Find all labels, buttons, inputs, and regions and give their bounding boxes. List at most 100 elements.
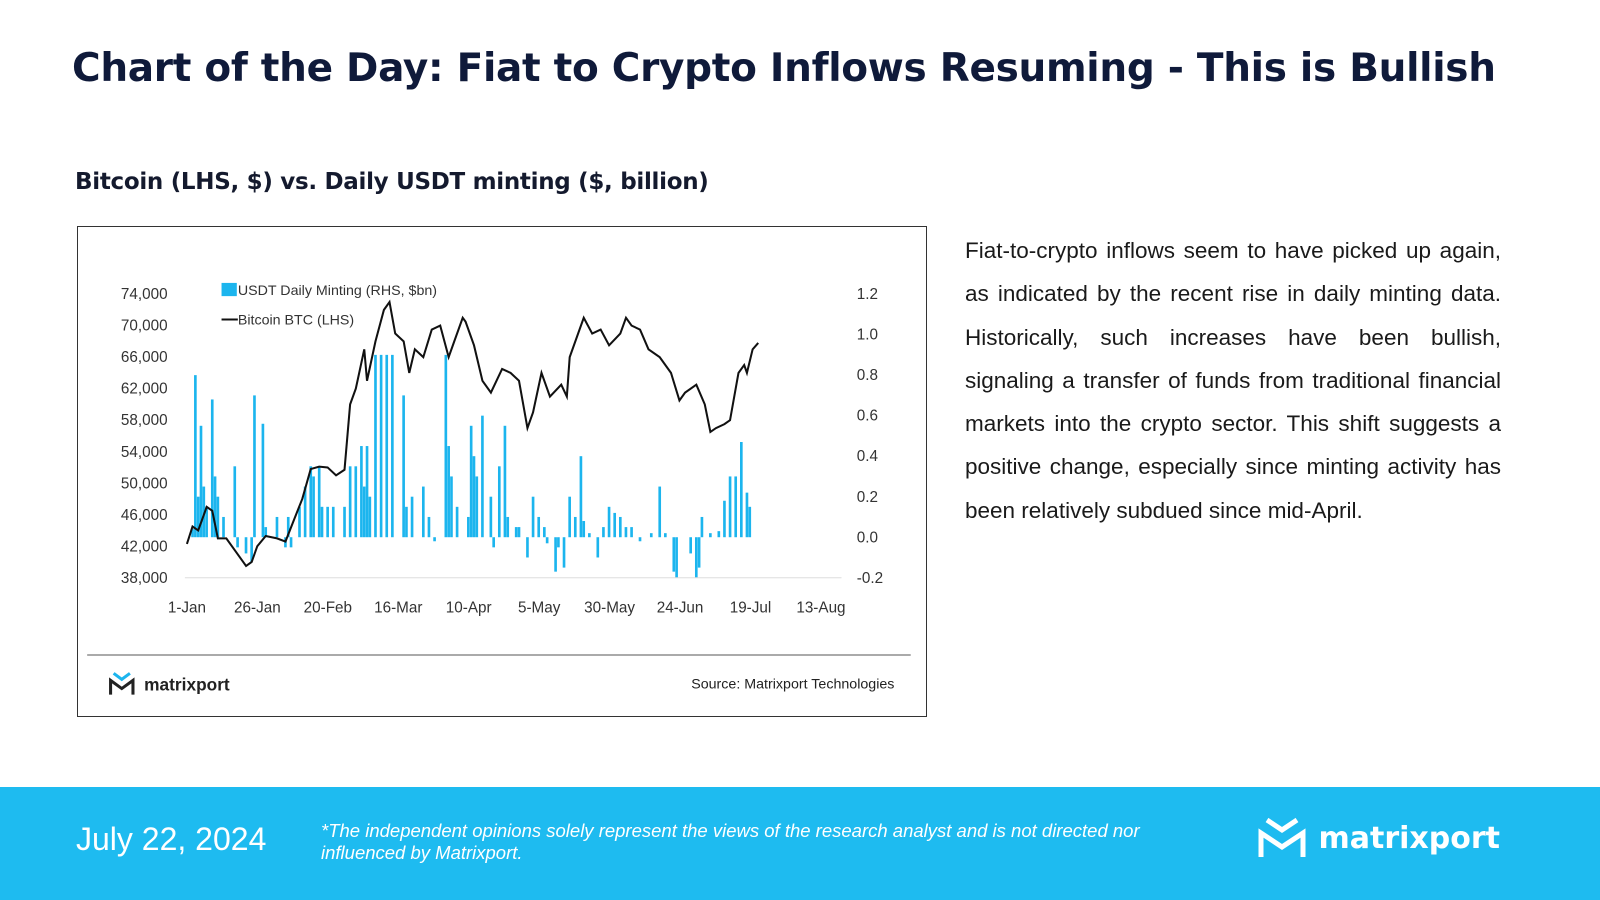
usdt-bar xyxy=(497,466,501,538)
usdt-bar xyxy=(582,521,586,538)
report-date: July 22, 2024 xyxy=(76,821,267,857)
usdt-bar xyxy=(309,466,313,538)
usdt-bar xyxy=(700,516,704,538)
usdt-bar xyxy=(638,537,642,542)
y-left-tick-label: 62,000 xyxy=(121,381,168,398)
usdt-bar xyxy=(469,425,473,538)
y-left-tick-label: 66,000 xyxy=(121,349,168,366)
usdt-bar xyxy=(728,476,732,538)
usdt-bar xyxy=(427,516,431,538)
usdt-bar xyxy=(450,476,453,538)
y-right-tick-label: 0.4 xyxy=(857,448,879,465)
matrixport-logo-icon xyxy=(109,672,135,695)
usdt-bar xyxy=(360,446,363,538)
usdt-bar xyxy=(264,527,268,538)
usdt-bar xyxy=(199,425,203,538)
usdt-bar xyxy=(222,516,225,538)
legend-label-usdt: USDT Daily Minting (RHS, $bn) xyxy=(238,283,437,299)
x-tick-label: 19-Jul xyxy=(730,599,772,616)
usdt-bar xyxy=(573,516,577,538)
usdt-bar xyxy=(298,506,301,538)
y-right-tick-label: 0.6 xyxy=(857,408,878,425)
usdt-bar xyxy=(286,516,290,538)
x-tick-label: 10-Apr xyxy=(446,599,492,616)
usdt-bar xyxy=(475,476,479,538)
usdt-bar xyxy=(596,537,600,558)
legend: USDT Daily Minting (RHS, $bn) Bitcoin BT… xyxy=(221,282,437,329)
usdt-bar xyxy=(514,527,518,538)
usdt-bar xyxy=(545,537,549,544)
usdt-bar xyxy=(675,537,678,578)
usdt-bar xyxy=(537,516,541,538)
usdt-bar xyxy=(444,354,448,538)
usdt-bar xyxy=(531,496,535,538)
x-tick-label: 26-Jan xyxy=(234,599,281,616)
usdt-bar xyxy=(194,375,197,538)
usdt-bar xyxy=(588,533,591,538)
usdt-bar xyxy=(723,500,726,538)
x-tick-label: 13-Aug xyxy=(796,599,845,616)
y-left-tick-label: 74,000 xyxy=(121,286,168,303)
usdt-bar xyxy=(624,527,628,538)
usdt-bar xyxy=(568,496,571,538)
usdt-bar xyxy=(326,506,329,538)
usdt-bar xyxy=(410,496,414,538)
usdt-bar xyxy=(697,537,701,568)
usdt-bar xyxy=(748,506,752,538)
usdt-bar xyxy=(312,476,315,538)
usdt-bar xyxy=(374,354,377,538)
usdt-bar xyxy=(506,516,510,538)
matrixport-logo-icon xyxy=(1258,817,1305,857)
usdt-bar xyxy=(261,423,265,538)
usdt-bar xyxy=(402,395,405,538)
x-tick-label: 24-Jun xyxy=(657,599,704,616)
source-text: Source: Matrixport Technologies xyxy=(691,677,894,693)
y-right-tick-label: 1.0 xyxy=(857,327,878,344)
y-left-tick-label: 54,000 xyxy=(121,444,168,461)
usdt-bar xyxy=(447,446,450,538)
y-left-tick-label: 50,000 xyxy=(121,475,168,492)
usdt-bar xyxy=(433,537,436,542)
x-tick-label: 5-May xyxy=(518,599,561,616)
usdt-bar xyxy=(489,496,493,538)
usdt-bar xyxy=(717,531,721,538)
page-title: Chart of the Day: Fiat to Crypto Inflows… xyxy=(72,46,1496,91)
usdt-bar xyxy=(216,496,220,538)
y-left-tick-label: 46,000 xyxy=(121,507,168,524)
x-tick-label: 16-Mar xyxy=(374,599,422,616)
usdt-bar xyxy=(405,506,408,538)
usdt-bar xyxy=(385,354,389,538)
usdt-bar xyxy=(343,506,346,538)
usdt-bar xyxy=(210,399,214,538)
usdt-bar xyxy=(543,527,546,538)
legend-label-btc: Bitcoin BTC (LHS) xyxy=(238,313,354,329)
usdt-bar xyxy=(694,537,698,578)
y-right-tick-label: 1.2 xyxy=(857,286,878,303)
usdt-bar xyxy=(317,466,321,538)
usdt-bar xyxy=(579,456,583,538)
usdt-bar xyxy=(602,527,605,538)
y-left-tick-label: 58,000 xyxy=(121,412,168,429)
legend-swatch-usdt xyxy=(221,282,237,297)
usdt-bar xyxy=(472,456,476,538)
usdt-bar xyxy=(205,506,208,538)
usdt-bar xyxy=(455,506,459,538)
footer: July 22, 2024 *The independent opinions … xyxy=(0,787,1600,900)
usdt-bar xyxy=(709,533,712,538)
y-right-tick-label: 0.8 xyxy=(857,367,878,384)
usdt-bar xyxy=(517,527,521,538)
usdt-bar xyxy=(421,486,425,538)
usdt-bar xyxy=(250,537,253,562)
usdt-bar xyxy=(467,516,470,538)
y-left-tick-label: 38,000 xyxy=(121,570,168,587)
y-axis-right: 1.2 1.0 0.8 0.6 0.4 0.2 0.0 -0.2 xyxy=(857,286,883,587)
usdt-bar xyxy=(303,486,307,538)
usdt-bar xyxy=(554,537,557,572)
usdt-bar xyxy=(562,537,566,568)
y-left-tick-label: 42,000 xyxy=(121,538,168,555)
chart-subtitle: Bitcoin (LHS, $) vs. Daily USDT minting … xyxy=(75,169,709,195)
usdt-bar xyxy=(672,537,676,572)
usdt-bar xyxy=(658,486,662,538)
y-right-tick-label: -0.2 xyxy=(857,570,883,587)
usdt-bar xyxy=(618,516,622,538)
